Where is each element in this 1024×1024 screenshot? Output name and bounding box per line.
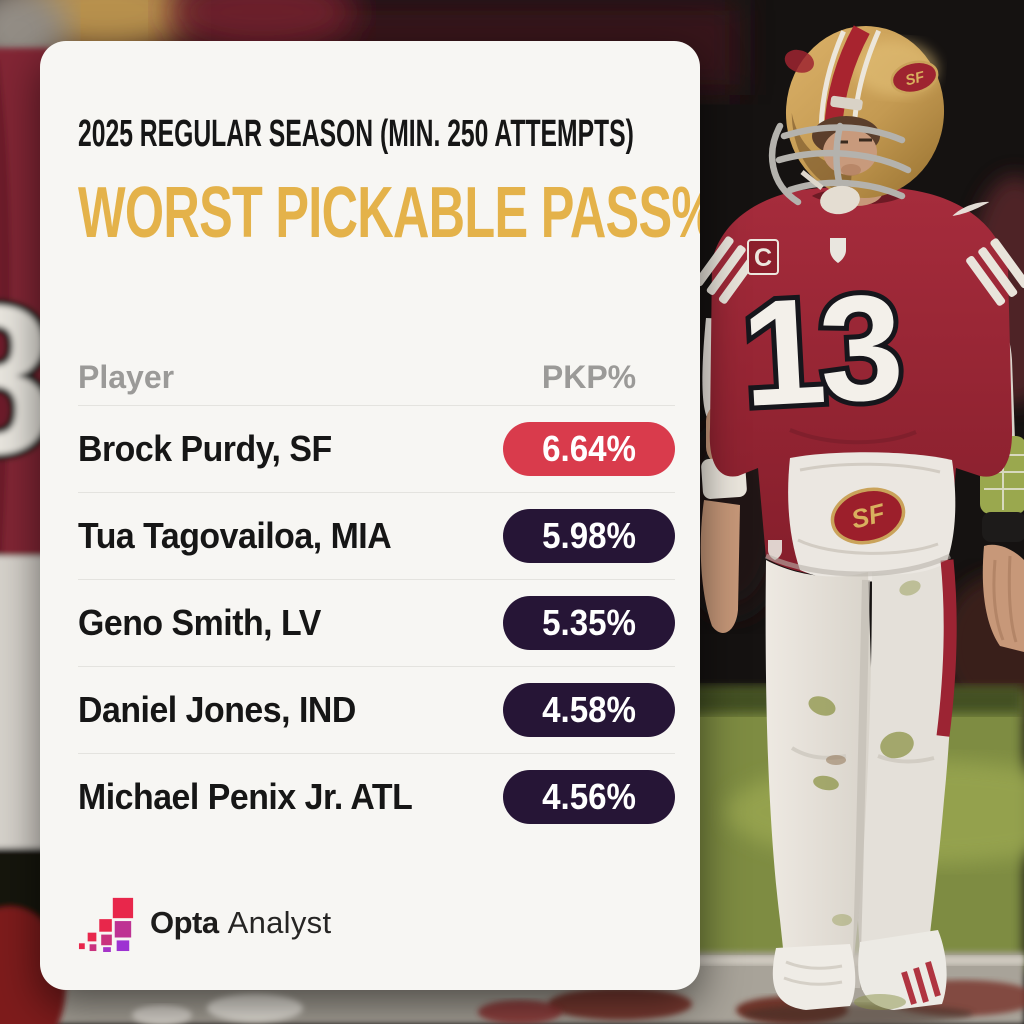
brand-wordmark: Opta Analyst [150, 905, 331, 941]
value-badge: 4.56% [503, 770, 675, 824]
svg-text:SF: SF [904, 68, 928, 89]
chin-strap [820, 185, 860, 215]
player-column-header: Player [78, 358, 175, 395]
qb-player: C 13 SF [694, 25, 1024, 1024]
value-badge: 4.58% [503, 683, 675, 737]
brand-footer: Opta Analyst [78, 894, 675, 952]
sleeve-stripes-right [966, 238, 1024, 306]
player-name: Daniel Jones, IND [78, 689, 356, 730]
stats-card: 2025 REGULAR SEASON (MIN. 250 ATTEMPTS) … [40, 41, 700, 990]
nfl-shield-icon [830, 238, 846, 263]
page-title: WORST PICKABLE PASS% [78, 173, 700, 253]
towel-sf-logo: SF [830, 487, 906, 545]
towel: SF [788, 452, 956, 582]
value-badge-text: 4.58% [542, 689, 636, 730]
brand-name-light: Analyst [227, 905, 332, 940]
player-name: Geno Smith, LV [78, 602, 321, 643]
helmet-sf-logo: SF [890, 60, 939, 95]
value-badge: 5.35% [503, 596, 675, 650]
qb-helmet: SF [768, 25, 945, 215]
table-row: Michael Penix Jr. ATL 4.56% [78, 754, 675, 840]
opta-logo-icon [78, 897, 134, 952]
table-header: Player PKP% [78, 349, 675, 406]
season-kicker: 2025 REGULAR SEASON (MIN. 250 ATTEMPTS) [78, 113, 634, 155]
value-badge: 6.64% [503, 422, 675, 476]
table-row: Brock Purdy, SF 6.64% [78, 406, 675, 493]
value-badge-text: 4.56% [542, 776, 636, 817]
table-body: Brock Purdy, SF 6.64% Tua Tagovailoa, MI… [78, 406, 675, 840]
value-column-header: PKP% [541, 358, 637, 395]
captain-patch-label: C [754, 244, 772, 272]
jersey-number: 13 [738, 262, 902, 438]
table-row: Daniel Jones, IND 4.58% [78, 667, 675, 754]
value-badge-text: 5.98% [542, 515, 636, 556]
cleats [772, 930, 947, 1010]
black-wristband [982, 512, 1024, 542]
nike-swoosh-icon [952, 201, 990, 216]
value-badge-text: 6.64% [542, 428, 636, 469]
table-row: Tua Tagovailoa, MIA 5.98% [78, 493, 675, 580]
qb-legs [743, 540, 973, 1024]
player-name: Tua Tagovailoa, MIA [78, 515, 392, 556]
value-badge: 5.98% [503, 509, 675, 563]
value-badge-text: 5.35% [542, 602, 636, 643]
brand-name-bold: Opta [150, 905, 219, 940]
player-name: Brock Purdy, SF [78, 428, 332, 469]
grass-stains [808, 580, 921, 926]
table-row: Geno Smith, LV 5.35% [78, 580, 675, 667]
captain-patch: C [747, 239, 779, 275]
player-name: Michael Penix Jr. ATL [78, 776, 413, 817]
